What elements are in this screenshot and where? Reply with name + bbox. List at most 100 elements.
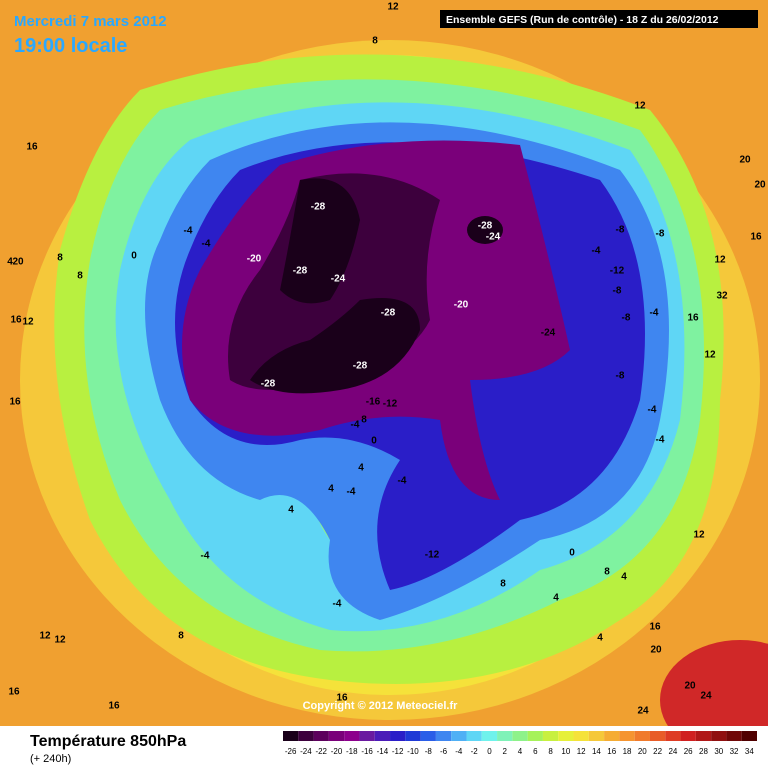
scale-label: 16 — [607, 747, 616, 756]
contour-label: -8 — [622, 313, 631, 324]
contour-label: 8 — [77, 271, 83, 282]
contour-label: 12 — [693, 530, 705, 541]
scale-swatch — [634, 731, 650, 741]
contour-label: -20 — [247, 254, 262, 265]
contour-label: 4 — [621, 572, 627, 583]
scale-swatch — [344, 731, 360, 741]
scale-label: -6 — [440, 747, 448, 756]
contour-label: 20 — [650, 645, 662, 656]
scale-swatch — [527, 731, 543, 741]
contour-label: 8 — [604, 567, 610, 578]
scale-swatch — [726, 731, 742, 741]
map-date: Mercredi 7 mars 2012 — [14, 13, 167, 30]
contour-label: 20 — [684, 681, 696, 692]
scale-swatch — [328, 731, 345, 741]
contour-label: -4 — [398, 476, 407, 487]
scale-swatch — [542, 731, 559, 741]
contour-label: -8 — [616, 225, 625, 236]
scale-label: 10 — [561, 747, 570, 756]
contour-label: -28 — [293, 266, 308, 277]
scale-label: 24 — [668, 747, 677, 756]
contour-label: 8 — [372, 36, 378, 47]
contour-label: -24 — [486, 232, 501, 243]
contour-label: -16 — [366, 397, 381, 408]
contour-label: 32 — [716, 291, 728, 302]
contour-label: 12 — [22, 317, 34, 328]
contour-label: 16 — [8, 687, 20, 698]
contour-label: 0 — [371, 436, 377, 447]
contour-label: 12 — [54, 635, 66, 646]
scale-swatch — [420, 731, 436, 741]
contour-label: 16 — [10, 315, 22, 326]
contour-label: 16 — [649, 622, 661, 633]
scale-swatch — [481, 731, 498, 741]
contour-label: -12 — [425, 550, 440, 561]
map-time: 19:00 locale — [14, 35, 127, 57]
contour-label: -4 — [656, 435, 665, 446]
contour-label: 8 — [178, 631, 184, 642]
contour-label: -4 — [333, 599, 342, 610]
scale-swatch — [466, 731, 482, 741]
scale-label: 4 — [518, 747, 523, 756]
scale-label: -18 — [346, 747, 358, 756]
contour-label: -24 — [331, 274, 346, 285]
scale-label: -16 — [361, 747, 373, 756]
scale-label: -10 — [407, 747, 419, 756]
contour-label: -4 — [184, 226, 193, 237]
scale-swatch — [665, 731, 681, 741]
scale-swatch — [649, 731, 666, 741]
scale-label: 26 — [684, 747, 693, 756]
contour-label: 4 — [328, 484, 334, 495]
scale-swatch — [374, 731, 391, 741]
contour-label: -24 — [541, 328, 556, 339]
scale-swatch — [741, 731, 757, 741]
scale-swatch — [435, 731, 452, 741]
scale-swatch — [512, 731, 528, 741]
scale-label: -2 — [471, 747, 479, 756]
contour-label: 12 — [704, 350, 716, 361]
contour-label: 0 — [569, 548, 575, 559]
run-info: Ensemble GEFS (Run de contrôle) - 18 Z d… — [446, 14, 719, 26]
scale-label: 34 — [745, 747, 754, 756]
contour-label: -4 — [347, 487, 356, 498]
scale-swatch — [711, 731, 727, 741]
contour-label: -28 — [478, 221, 493, 232]
contour-labels: -28-28-24-20-28-28-28-28-24-20-24-16 -12-… — [7, 2, 766, 717]
scale-label: 2 — [502, 747, 507, 756]
scale-swatch — [451, 731, 467, 741]
contour-label: 4 — [358, 463, 364, 474]
legend-title: Température 850hPa — [30, 733, 186, 750]
scale-label: -12 — [392, 747, 404, 756]
scale-swatch — [604, 731, 620, 741]
contour-label: 16 — [687, 313, 699, 324]
scale-label: 20 — [638, 747, 647, 756]
contour-label: 8 — [57, 253, 63, 264]
scale-label: -4 — [455, 747, 463, 756]
scale-swatch — [390, 731, 406, 741]
contour-label: 24 — [700, 691, 712, 702]
contour-label: -4 — [648, 405, 657, 416]
contour-label: 24 — [637, 706, 649, 717]
contour-label: -4 — [202, 239, 211, 250]
scale-label: 0 — [487, 747, 492, 756]
contour-label: -8 — [616, 371, 625, 382]
scale-label: -8 — [425, 747, 433, 756]
scale-swatch — [405, 731, 421, 741]
scale-swatch — [588, 731, 605, 741]
scale-label: 14 — [592, 747, 601, 756]
scale-swatch — [573, 731, 589, 741]
contour-label: -4 — [592, 246, 601, 257]
scale-swatch — [359, 731, 375, 741]
scale-label: 12 — [577, 747, 586, 756]
scale-swatch — [298, 731, 314, 741]
contour-label: -12 — [610, 266, 625, 277]
scale-swatch — [619, 731, 635, 741]
contour-label: 16 — [108, 701, 120, 712]
contour-label: 20 — [739, 155, 751, 166]
scale-label: 8 — [548, 747, 553, 756]
scale-label: -24 — [300, 747, 312, 756]
contour-label: 16 — [9, 397, 21, 408]
scale-swatch — [497, 731, 513, 741]
contour-label: -8 — [613, 286, 622, 297]
